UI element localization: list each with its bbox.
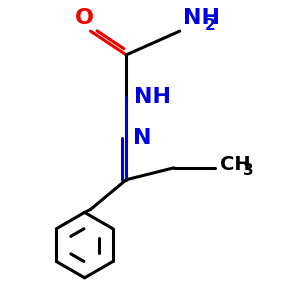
Text: CH: CH [220,155,250,174]
Text: 2: 2 [205,18,216,33]
Text: O: O [75,8,94,28]
Text: 3: 3 [243,163,254,178]
Text: NH: NH [134,86,171,106]
Text: N: N [133,128,151,148]
Text: NH: NH [183,8,220,28]
